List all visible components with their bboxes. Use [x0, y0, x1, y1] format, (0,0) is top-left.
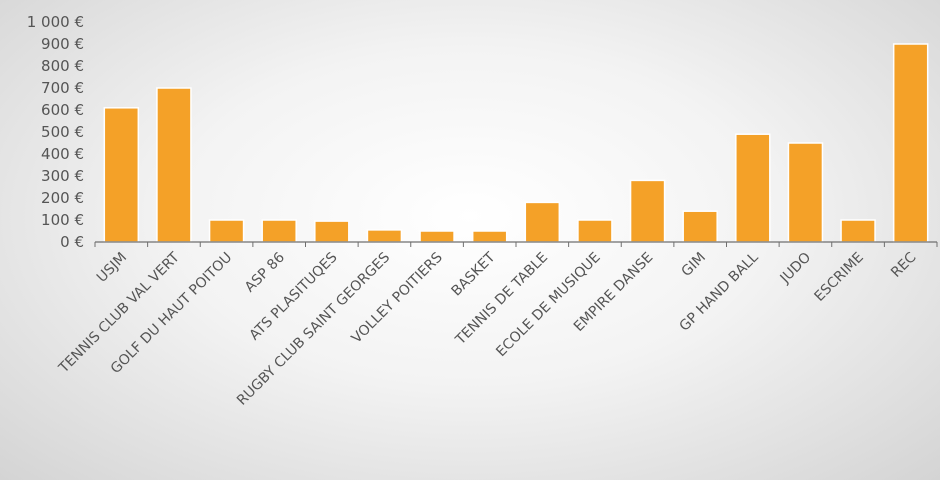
y-tick-label: 500 € — [41, 123, 84, 141]
bar — [103, 107, 140, 243]
y-tick-label: 800 € — [41, 57, 84, 75]
x-tick-label: USJM — [94, 250, 130, 286]
y-tick-label: 900 € — [41, 35, 84, 53]
x-tick-label: REC — [888, 249, 920, 281]
bar — [735, 133, 771, 243]
bar — [366, 229, 403, 243]
y-axis: 0 € 100 € 200 € 300 € 400 € 500 € 600 € 700 € 80… — [27, 13, 84, 251]
y-tick-label: 700 € — [41, 79, 84, 97]
bar — [682, 210, 718, 243]
bar — [787, 142, 824, 243]
y-tick-label: 0 € — [60, 233, 84, 251]
bar — [840, 219, 876, 243]
bar — [156, 87, 192, 243]
bar-series — [103, 43, 929, 243]
bar — [892, 43, 929, 243]
y-tick-label: 1 000 € — [27, 13, 84, 31]
x-tick-label: JUDO — [777, 250, 815, 288]
bar — [629, 179, 666, 243]
y-tick-label: 200 € — [41, 189, 84, 207]
bar — [261, 219, 297, 243]
x-tick-label: VOLLEY POITIERS — [349, 249, 446, 346]
bar — [208, 219, 245, 243]
y-tick-label: 100 € — [41, 211, 84, 229]
bar — [524, 201, 561, 243]
x-tick-label: ASP 86 — [242, 249, 288, 295]
y-tick-label: 600 € — [41, 101, 84, 119]
y-tick-label: 300 € — [41, 167, 84, 185]
x-tick-label: TENNIS DE TABLE — [452, 250, 551, 349]
x-tick-label: ESCRIME — [812, 250, 867, 305]
x-axis-ticks — [94, 242, 938, 247]
y-tick-label: 400 € — [41, 145, 84, 163]
bar — [419, 230, 455, 243]
bar — [471, 230, 508, 243]
x-tick-label: BASKET — [449, 249, 499, 299]
bar — [314, 220, 350, 243]
bar — [577, 219, 613, 243]
x-tick-label: ECOLE DE MUSIQUE — [493, 250, 604, 361]
x-tick-label: GIM — [679, 250, 709, 280]
x-tick-label: ATS PLASITUQES — [247, 249, 341, 343]
